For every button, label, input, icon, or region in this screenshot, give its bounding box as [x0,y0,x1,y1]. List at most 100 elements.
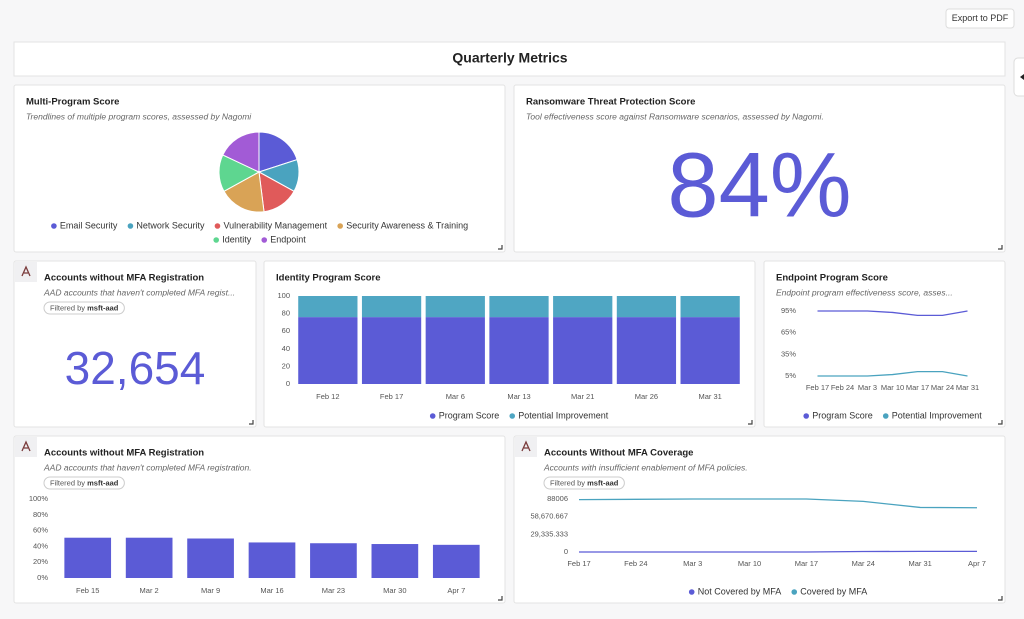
legend-swatch [127,223,134,229]
y-tick-label: 65% [781,328,796,337]
resize-corner [748,420,753,425]
kpi-value: 32,654 [65,342,206,394]
side-tab-arrow[interactable] [1020,74,1024,80]
x-tick-label: Feb 15 [76,586,99,595]
line-series [578,498,978,509]
legend-swatch [429,413,436,419]
resize-corner [498,245,503,250]
card [513,84,1006,253]
filter-text: Filtered by msft-aad [50,478,119,487]
filter-text: Filtered by msft-aad [550,478,619,487]
bar [489,317,549,384]
y-tick-label: 20 [282,361,290,370]
legend-label: Endpoint [270,234,306,244]
resize-corner [249,420,254,425]
legend-label: Vulnerability Management [223,220,327,230]
bar [64,537,112,578]
title-panel [13,41,1006,77]
bar [298,317,358,384]
legend-swatch [337,223,343,229]
filter-pill [543,476,625,490]
card-title: Multi-Program Score [26,97,119,108]
resize-corner [998,420,1003,425]
filter-label: Filtered by [50,303,85,312]
filter-text: Filtered by msft-aad [50,303,119,312]
source-icon [515,437,537,457]
legend-swatch [791,589,798,595]
x-tick-label: Mar 3 [683,559,702,568]
x-tick-label: Mar 31 [908,559,931,568]
card-subtitle: Tool effectiveness score against Ransomw… [526,111,824,121]
y-tick-label: 20% [33,557,48,566]
card-title: Endpoint Program Score [776,273,888,284]
legend-swatch [213,237,220,243]
pie-slice [222,131,260,173]
source-icon [15,437,37,457]
y-tick-label: 0 [286,379,290,388]
x-tick-label: Mar 3 [858,383,877,392]
x-tick-label: Mar 10 [881,383,904,392]
y-tick-label: 80 [282,309,290,318]
bar [489,296,549,318]
bar [680,317,740,384]
legend-label: Covered by MFA [800,586,867,596]
card-title: Accounts without MFA Registration [44,273,204,284]
x-tick-label: Mar 17 [906,383,929,392]
bar [553,296,613,318]
bar [616,296,677,318]
export-label[interactable]: Export to PDF [952,13,1009,23]
legend-label: Potential Improvement [518,410,609,420]
source-icon [15,262,37,282]
x-tick-label: Mar 2 [140,586,159,595]
filter-pill [43,301,125,315]
legend-label: Email Security [60,220,118,230]
bar [616,317,677,384]
filter-label: Filtered by [50,478,85,487]
export-button[interactable] [945,8,1015,29]
bar [298,296,358,318]
page-title: Quarterly Metrics [452,50,567,66]
x-tick-label: Mar 31 [956,383,979,392]
legend-swatch [261,237,268,243]
side-tab[interactable] [1013,57,1024,97]
card-title: Accounts Without MFA Coverage [544,448,693,459]
pie-slice [223,171,265,213]
bar [371,544,419,578]
card-subtitle: Endpoint program effectiveness score, as… [776,287,953,297]
x-tick-label: Feb 17 [806,383,829,392]
y-tick-label: 5% [785,371,796,380]
y-tick-label: 60% [33,526,48,535]
card [513,435,1006,604]
source-logo [21,265,31,277]
x-tick-label: Mar 23 [322,586,345,595]
filter-label: Filtered by [550,478,585,487]
bar [187,538,234,578]
x-tick-label: Mar 21 [571,392,594,401]
bar [310,543,357,578]
bar [432,544,480,578]
y-tick-label: 58,670.667 [530,512,568,521]
card [763,260,1006,428]
bar [361,296,422,318]
y-tick-label: 80% [33,510,48,519]
x-tick-label: Apr 7 [447,586,465,595]
source-logo [21,440,31,452]
pie-slice [258,131,298,173]
legend-swatch [509,413,516,419]
x-tick-label: Mar 16 [260,586,283,595]
resize-corner [498,596,503,601]
bar [248,542,296,578]
x-tick-label: Mar 26 [635,392,658,401]
x-tick-label: Feb 17 [380,392,403,401]
x-tick-label: Feb 12 [316,392,339,401]
card-subtitle: AAD accounts that haven't completed MFA … [43,287,235,297]
resize-corner [998,245,1003,250]
card-title: Ransomware Threat Protection Score [526,97,695,108]
kpi-value: 84% [667,134,851,236]
y-tick-label: 0% [37,573,48,582]
y-tick-label: 29,335.333 [530,529,568,538]
card-title: Identity Program Score [276,273,381,284]
bar [425,296,485,318]
x-tick-label: Feb 24 [624,559,647,568]
legend-label: Security Awareness & Training [346,220,468,230]
